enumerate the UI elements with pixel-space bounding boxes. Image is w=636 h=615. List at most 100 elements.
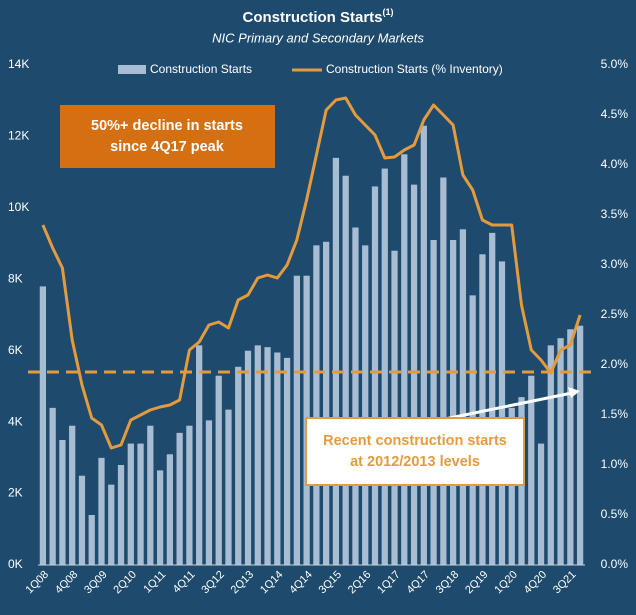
bar: [508, 407, 515, 565]
title-text: Construction Starts: [242, 9, 382, 26]
x-tick-label: 4Q11: [171, 569, 198, 596]
bar: [69, 425, 76, 565]
bar: [108, 484, 115, 565]
bar: [391, 250, 398, 565]
y-tick-label: 2K: [8, 486, 23, 500]
x-tick-label: 1Q11: [141, 569, 168, 596]
bar: [479, 254, 486, 566]
bar: [88, 515, 95, 565]
bar: [557, 338, 564, 565]
x-tick-label: 3Q09: [82, 569, 110, 597]
bar: [235, 366, 242, 565]
x-tick-label: 3Q12: [199, 569, 227, 597]
annotation-text: 50%+ decline in starts: [91, 118, 243, 134]
y2-tick-label: 3.5%: [601, 207, 629, 221]
x-tick-label: 1Q17: [375, 569, 403, 597]
bar: [420, 125, 427, 565]
y2-tick-label: 2.5%: [601, 307, 629, 321]
bar: [401, 154, 408, 566]
bar: [186, 425, 193, 565]
x-tick-label: 1Q08: [24, 569, 52, 597]
bar: [450, 240, 457, 565]
chart-title: Construction Starts(1): [242, 7, 393, 26]
bar: [225, 409, 232, 565]
bar: [127, 443, 134, 565]
y-tick-label: 14K: [8, 57, 29, 71]
y2-tick-label: 1.5%: [601, 407, 629, 421]
x-tick-label: 2Q19: [463, 569, 491, 597]
bar: [342, 175, 349, 565]
y-tick-label: 12K: [8, 129, 29, 143]
x-tick-label: 2Q13: [229, 569, 257, 597]
y2-tick-label: 1.0%: [601, 457, 629, 471]
y-tick-label: 8K: [8, 271, 23, 285]
annotation-box: [305, 417, 525, 486]
bar: [528, 375, 535, 565]
bar: [332, 157, 340, 565]
y2-tick-label: 2.0%: [601, 357, 629, 371]
bar: [176, 432, 183, 565]
bar: [147, 425, 154, 565]
bar: [98, 457, 105, 565]
annotation-arrowhead: [568, 387, 580, 398]
x-tick-label: 4Q14: [287, 569, 315, 597]
title-note: (1): [383, 7, 394, 17]
bar: [196, 345, 203, 565]
bar: [567, 329, 574, 565]
bar: [352, 227, 359, 565]
annotation-arrow: [439, 391, 573, 422]
bar: [274, 352, 281, 565]
x-tick-label: 1Q20: [492, 569, 520, 597]
x-tick-label: 2Q10: [111, 569, 139, 597]
bar: [381, 168, 388, 566]
legend-label: Construction Starts: [150, 62, 252, 76]
y2-tick-label: 4.5%: [601, 107, 629, 121]
bar: [39, 286, 47, 565]
bar: [78, 475, 86, 565]
bar: [244, 350, 252, 565]
y2-tick-label: 0.0%: [601, 557, 629, 571]
legend-label: Construction Starts (% Inventory): [326, 62, 503, 76]
annotation-text: since 4Q17 peak: [110, 139, 225, 155]
y2-tick-label: 0.5%: [601, 507, 629, 521]
bar: [137, 443, 144, 565]
bar: [537, 443, 545, 565]
bar: [254, 345, 261, 565]
bar: [156, 470, 164, 565]
y2-tick-label: 5.0%: [601, 57, 629, 71]
annotation-box: [60, 105, 275, 168]
y-tick-label: 0K: [8, 557, 23, 571]
x-tick-label: 4Q08: [53, 569, 81, 597]
bar: [498, 261, 506, 565]
annotation-text: at 2012/2013 levels: [350, 454, 480, 470]
y-tick-label: 10K: [8, 200, 29, 214]
x-tick-label: 3Q18: [434, 569, 462, 597]
bar: [576, 325, 584, 565]
legend-swatch: [118, 65, 146, 74]
bar: [323, 241, 330, 566]
bar: [362, 245, 369, 565]
bar: [410, 184, 418, 565]
chart-subtitle: NIC Primary and Secondary Markets: [212, 30, 424, 45]
y2-tick-label: 3.0%: [601, 257, 629, 271]
bar: [117, 465, 125, 565]
line: [41, 96, 582, 450]
bar: [215, 375, 222, 565]
bar: [313, 245, 320, 565]
bar: [489, 232, 496, 565]
annotation-text: Recent construction starts: [323, 433, 507, 449]
bar: [293, 275, 300, 565]
x-tick-label: 4Q17: [404, 569, 432, 597]
y-tick-label: 4K: [8, 414, 23, 428]
x-tick-label: 3Q15: [317, 569, 345, 597]
bar: [547, 345, 554, 565]
bar: [49, 407, 56, 565]
y2-tick-label: 4.0%: [601, 157, 629, 171]
bar: [205, 420, 213, 565]
bar: [166, 454, 173, 565]
x-tick-label: 2Q16: [346, 569, 374, 597]
bar: [459, 229, 467, 566]
x-tick-label: 3Q21: [551, 569, 579, 597]
y-tick-label: 6K: [8, 343, 23, 357]
